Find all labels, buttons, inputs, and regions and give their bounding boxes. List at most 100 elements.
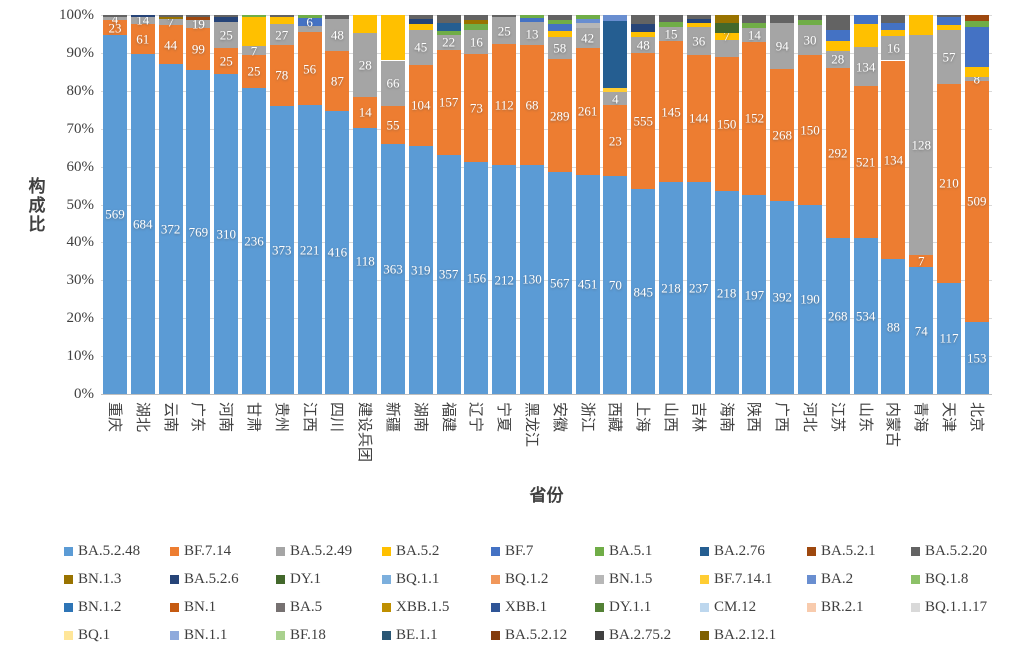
legend-entry-BF.7: BF.7: [491, 543, 533, 559]
gridline: [101, 280, 992, 282]
data-label: 118: [355, 253, 375, 269]
data-label: 289: [550, 108, 570, 124]
data-label: 48: [636, 37, 650, 53]
data-label: 319: [411, 262, 431, 278]
bar-segment-BA.5.2.49: [825, 50, 850, 68]
gridline: [101, 15, 992, 16]
legend-label: BN.1.1: [184, 627, 228, 643]
data-label: 8: [973, 71, 981, 87]
bar-重庆: 569 23 4: [103, 12, 127, 394]
bar-segment-BA.5.2: [937, 25, 961, 30]
x-tick-label-广西: 广西: [773, 402, 792, 433]
data-label: 78: [275, 67, 289, 83]
bar-segment-BF.7.14: [381, 105, 405, 144]
legend-entry-BA.5.1: BA.5.1: [595, 543, 652, 559]
data-label: 236: [244, 233, 264, 249]
legend-entry-BA.5.2.48: BA.5.2.48: [64, 543, 140, 559]
legend-entry-BQ.1.1.17: BQ.1.1.17: [911, 599, 987, 615]
bar-segment-BF.7.14: [297, 32, 322, 106]
bar-segment-BF.7: [937, 16, 961, 26]
bar-segment-BA.5.1: [464, 24, 489, 30]
data-label: 44: [164, 37, 178, 53]
bar-segment-BA.5.2: [853, 24, 878, 48]
x-axis-line: [101, 394, 992, 395]
bar-segment-BA.2: [603, 15, 628, 21]
x-tick-label-辽宁: 辽宁: [467, 402, 486, 433]
bar-建设兵团: 118 14 28: [353, 15, 378, 394]
bar-segment-BA.5.2.48: [103, 34, 127, 394]
bar-河南: 310 25 25: [214, 15, 239, 394]
legend-swatch-icon: [276, 574, 285, 584]
y-tick-label: 70%: [66, 120, 95, 137]
x-axis-title: 省份: [529, 486, 564, 506]
data-label: 145: [661, 104, 681, 120]
bar-segment-BA.5.2.20: [770, 15, 795, 23]
legend-entry-BF.18: BF.18: [276, 627, 326, 643]
bar-segment-BA.5.2.49: [964, 76, 989, 81]
bar-segment-BA.5.2.20: [631, 15, 656, 25]
bar-segment-BA.5.2.49: [158, 19, 183, 26]
legend-entry-BA.5.2.6: BA.5.2.6: [170, 571, 239, 587]
gridline: [101, 128, 992, 130]
gridline: [101, 204, 992, 206]
data-label: 112: [494, 97, 514, 113]
legend-label: BR.2.1: [821, 599, 864, 615]
bar-segment-BA.5.2: [353, 15, 378, 34]
legend-entry-DY.1.1: DY.1.1: [595, 599, 651, 615]
legend-entry-BA.2: BA.2: [807, 571, 853, 587]
bar-江西: 221 56 6: [297, 15, 322, 394]
bar-segment-BA.5.2.20: [742, 15, 767, 23]
bar-segment-BA.5.2.20: [937, 15, 961, 17]
bar-segment-BA.5.2: [881, 30, 906, 36]
gridline: [101, 356, 992, 358]
bar-segment-BF.7.14: [575, 48, 600, 175]
bar-segment-BF.7.14: [659, 41, 683, 183]
data-label: 7: [250, 43, 258, 59]
bar-segment-BA.5.2.49: [853, 47, 878, 87]
legend-label: BQ.1: [78, 627, 111, 643]
x-tick-label-北京: 北京: [967, 402, 986, 433]
bar-安徽: 567 289 58: [547, 15, 572, 394]
x-tick-label-福建: 福建: [439, 402, 458, 433]
data-label: 36: [692, 33, 706, 49]
data-label: 16: [469, 34, 483, 50]
bar-segment-BF.7.14: [686, 54, 711, 182]
data-label: 150: [716, 116, 737, 132]
bar-segment-BF.7.14.1: [603, 87, 628, 93]
bar-segment-BF.7: [881, 22, 906, 31]
data-label: 218: [716, 285, 737, 301]
legend-label: BN.1: [184, 599, 217, 615]
gridline: [101, 52, 992, 54]
bar-贵州: 373 78 27: [269, 15, 294, 394]
bar-segment-BA.5.2.6: [408, 18, 433, 24]
legend-label: BN.1.3: [78, 571, 122, 587]
bar-segment-BF.7.14: [964, 80, 989, 322]
data-label: 15: [664, 26, 678, 42]
bar-segment-BA.5.2.20: [798, 15, 822, 20]
legend-entry-BF.7.14.1: BF.7.14.1: [700, 571, 772, 587]
legend-entry-BA.2.12.1: BA.2.12.1: [700, 627, 776, 643]
bar-segment-BA.5.2.49: [520, 22, 544, 45]
y-axis-title-char: 比: [28, 215, 46, 235]
data-label: 130: [522, 271, 542, 287]
data-label: 684: [133, 216, 153, 232]
bar-segment-BA.5.2.48: [269, 105, 294, 394]
data-label: 451: [577, 276, 598, 292]
bar-segment-BA.5.2.48: [825, 237, 850, 394]
bar-segment-BF.7: [297, 18, 322, 27]
bar-segment-BA.5.2: [381, 15, 405, 61]
data-label: 30: [803, 32, 817, 48]
data-label: 14: [136, 12, 150, 28]
bar-segment-BA.5.2.49: [130, 16, 155, 24]
bar-segment-BA.5.2: [909, 15, 934, 36]
legend-swatch-icon: [170, 602, 179, 612]
data-label: 221: [299, 242, 320, 258]
x-tick-label-甘肃: 甘肃: [245, 402, 263, 433]
data-label: 7: [917, 253, 925, 269]
legend-label: BF.18: [290, 627, 326, 643]
bar-segment-BA.5.2.48: [853, 238, 878, 394]
bar-segment-BA.5.1: [436, 30, 461, 36]
bar-广东: 769 99 19: [186, 15, 211, 394]
bar-segment-BA.5.2.20: [686, 15, 711, 19]
bar-云南: 372 44 7: [158, 15, 183, 394]
